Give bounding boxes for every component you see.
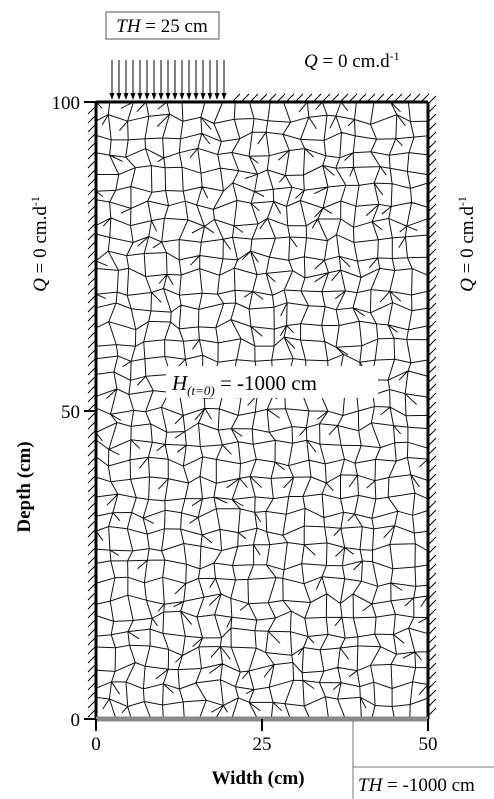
finite-element-mesh	[95, 101, 429, 720]
initial-condition-variable: H	[171, 371, 189, 395]
y-axis-title: Depth (cm)	[14, 441, 35, 532]
initial-condition-label-bg	[166, 366, 378, 398]
top-no-flux-hatching	[231, 93, 430, 103]
infiltration-arrow	[193, 60, 199, 100]
flux-top-value: = 0 cm.d	[318, 51, 390, 72]
mesh-edges	[95, 101, 429, 720]
infiltration-arrow	[130, 60, 136, 100]
initial-condition-value: = -1000 cm	[215, 371, 317, 395]
initial-condition-label: H(t=0) = -1000 cm	[171, 371, 317, 398]
top-condition-frame	[105, 11, 220, 40]
infiltration-arrow	[186, 60, 192, 100]
flux-right-variable: Q	[457, 278, 478, 292]
infiltration-arrows	[109, 60, 227, 100]
infiltration-arrow	[158, 60, 164, 100]
infiltration-arrow	[179, 60, 185, 100]
x-axis-ticks	[95, 719, 429, 731]
x-tick-label-0: 0	[91, 734, 101, 755]
left-no-flux-hatching	[87, 105, 97, 718]
bottom-condition-label: TH = -1000 cm	[358, 775, 475, 796]
flux-top-variable: Q	[304, 51, 318, 72]
flux-top-label: Q = 0 cm.d-1	[304, 49, 400, 72]
flux-left-label: Q = 0 cm.d-1	[28, 196, 51, 292]
flux-right-value: = 0 cm.d	[457, 206, 478, 278]
infiltration-arrow	[151, 60, 157, 100]
top-condition-variable: TH	[116, 16, 142, 37]
right-hatch-lines	[427, 95, 437, 717]
flux-right-label: Q = 0 cm.d-1	[455, 196, 478, 292]
flux-right-exponent: -1	[455, 196, 469, 206]
right-no-flux-hatching	[427, 95, 437, 717]
infiltration-arrow	[200, 60, 206, 100]
top-condition-box: TH = 25 cm	[105, 11, 220, 40]
flux-left-exponent: -1	[28, 196, 42, 206]
infiltration-arrow	[137, 60, 143, 100]
y-tick-label-100: 100	[52, 93, 81, 114]
infiltration-arrow	[165, 60, 171, 100]
bottom-condition-variable: TH	[358, 775, 384, 796]
top-condition-value: = 25 cm	[141, 16, 208, 37]
y-tick-label-0: 0	[71, 710, 81, 731]
flux-left-variable: Q	[30, 278, 51, 292]
top-condition-label: TH = 25 cm	[116, 16, 208, 37]
flux-top-exponent: -1	[390, 49, 400, 63]
x-axis-title: Width (cm)	[211, 768, 304, 789]
top-hatch-lines	[231, 93, 430, 103]
x-tick-label-25: 25	[253, 734, 272, 755]
infiltration-arrow	[172, 60, 178, 100]
infiltration-arrow	[207, 60, 213, 100]
infiltration-arrow	[123, 60, 129, 100]
bottom-condition-box: TH = -1000 cm	[352, 721, 494, 799]
bottom-condition-value: = -1000 cm	[382, 775, 475, 796]
y-axis-ticks	[84, 101, 96, 720]
infiltration-arrow	[109, 60, 115, 100]
infiltration-arrow	[221, 60, 227, 100]
left-hatch-lines	[87, 105, 97, 718]
infiltration-arrow	[116, 60, 122, 100]
initial-condition-subscript: (t=0)	[187, 383, 215, 398]
infiltration-arrow	[144, 60, 150, 100]
x-tick-label-50: 50	[419, 734, 438, 755]
infiltration-arrow	[214, 60, 220, 100]
flux-left-value: = 0 cm.d	[30, 206, 51, 278]
y-tick-label-50: 50	[61, 402, 80, 423]
